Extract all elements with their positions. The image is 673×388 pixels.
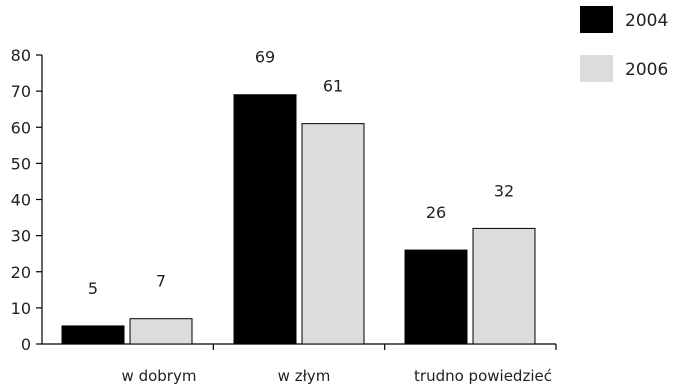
y-tick-label: 40 bbox=[11, 191, 31, 210]
bars bbox=[61, 94, 536, 345]
data-label: 61 bbox=[323, 77, 343, 96]
data-label: 69 bbox=[255, 48, 275, 67]
legend-label-2004: 2004 bbox=[625, 11, 668, 31]
bar-2004-1 bbox=[233, 94, 297, 345]
y-axis-ticks: 0 10 20 30 40 50 60 70 80 bbox=[11, 46, 42, 354]
legend-swatch-2006 bbox=[580, 55, 613, 82]
x-axis-ticks: w dobrym w złym trudno powiedzieć bbox=[122, 344, 557, 385]
bar-2006-2 bbox=[472, 227, 536, 345]
x-category-label: w dobrym bbox=[122, 367, 197, 385]
y-tick-label: 30 bbox=[11, 227, 31, 246]
y-tick-label: 20 bbox=[11, 263, 31, 282]
legend: 2004 2006 bbox=[580, 6, 668, 82]
bar-2004-2 bbox=[404, 249, 468, 345]
y-tick-label: 60 bbox=[11, 118, 31, 137]
bar-2006-1 bbox=[301, 123, 365, 345]
y-tick-label: 0 bbox=[21, 335, 31, 354]
data-label: 26 bbox=[426, 203, 446, 222]
bar-2006-0 bbox=[129, 318, 193, 345]
bar-2004-0 bbox=[61, 325, 125, 345]
data-labels: 5 69 26 7 61 32 bbox=[88, 48, 514, 298]
y-tick-label: 80 bbox=[11, 46, 31, 65]
x-category-label: trudno powiedzieć bbox=[414, 367, 552, 385]
x-category-label: w złym bbox=[278, 367, 331, 385]
data-label: 5 bbox=[88, 279, 98, 298]
y-tick-label: 50 bbox=[11, 154, 31, 173]
data-label: 7 bbox=[156, 272, 166, 291]
legend-swatch-2004 bbox=[580, 6, 613, 33]
legend-label-2006: 2006 bbox=[625, 60, 668, 80]
y-tick-label: 10 bbox=[11, 299, 31, 318]
data-label: 32 bbox=[494, 181, 514, 200]
y-tick-label: 70 bbox=[11, 82, 31, 101]
